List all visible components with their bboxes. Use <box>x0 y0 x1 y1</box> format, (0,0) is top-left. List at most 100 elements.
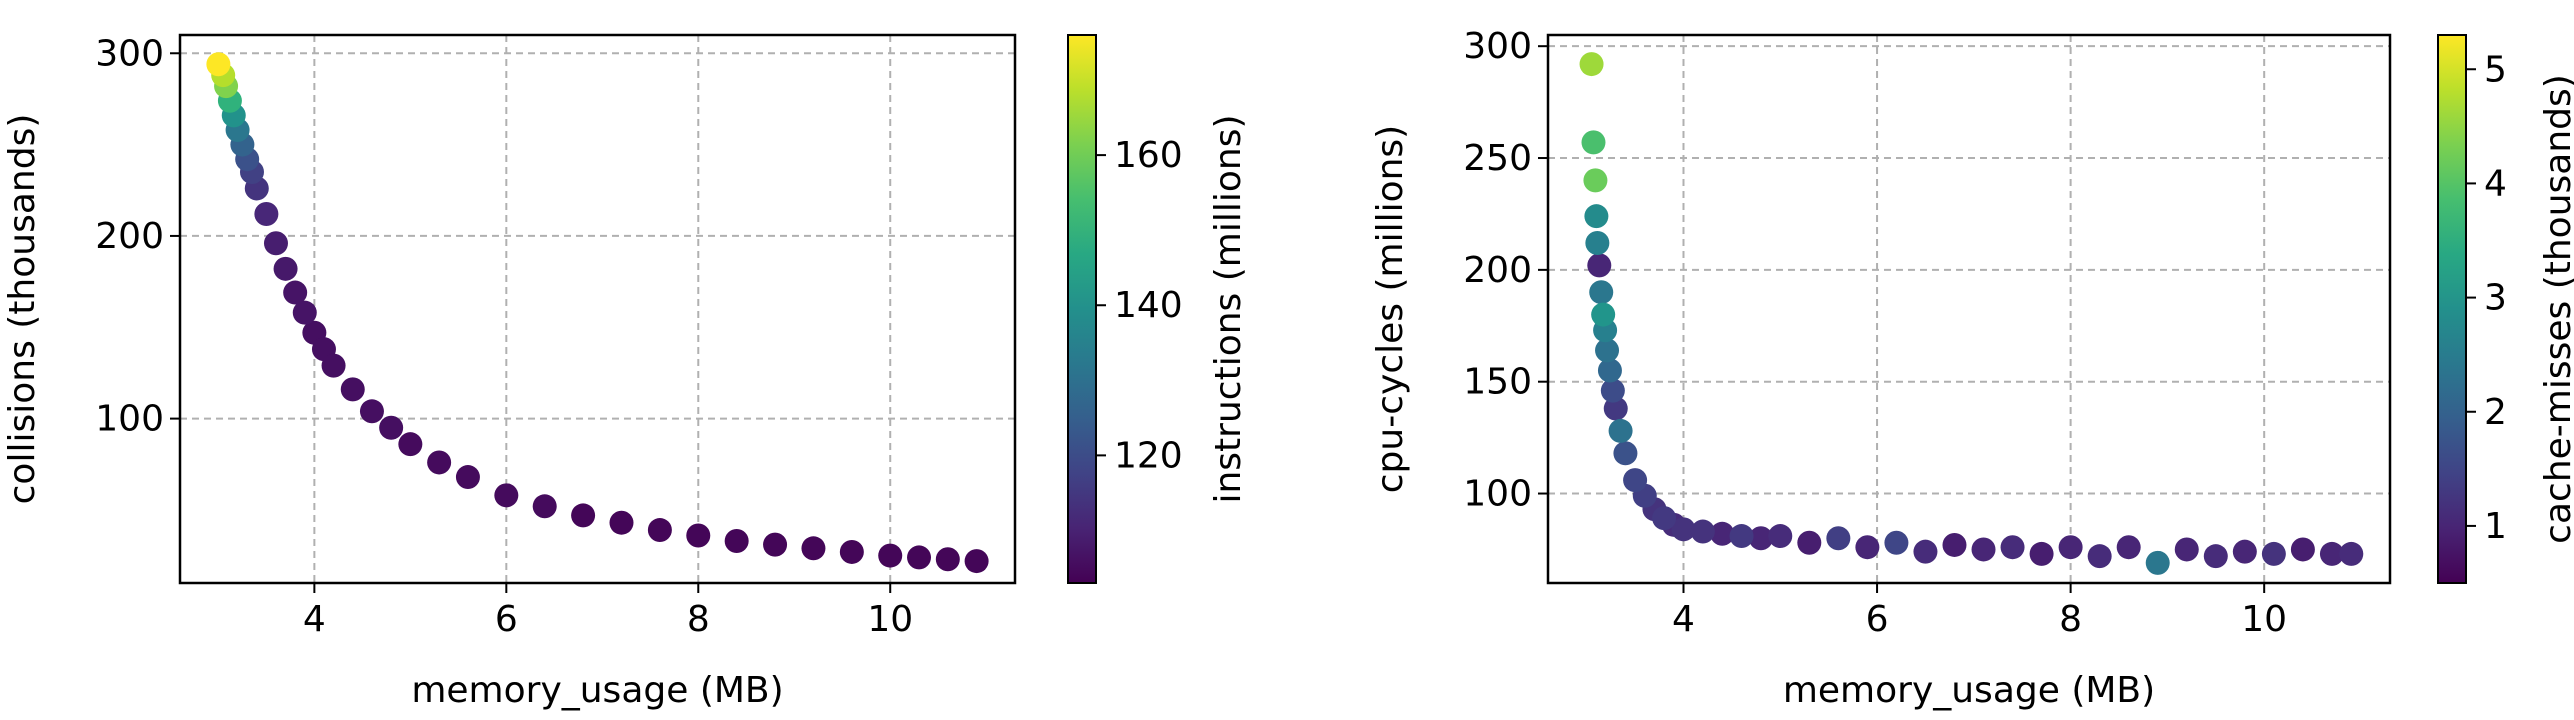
x-tick-label: 8 <box>2059 599 2082 640</box>
scatter-point <box>1942 532 1967 557</box>
colorbar-label: cache-misses (thousands) <box>2538 74 2574 544</box>
scatter-point <box>1597 358 1622 383</box>
scatter-point <box>1591 302 1616 327</box>
scatter-points <box>1579 52 2364 575</box>
scatter-point <box>1583 168 1608 193</box>
scatter-point <box>839 539 864 564</box>
scatter-point <box>263 231 288 256</box>
scatter-point <box>1595 338 1620 363</box>
colorbar-tick-label: 3 <box>2484 278 2507 319</box>
scatter-point <box>1600 378 1625 403</box>
scatter-point <box>686 523 711 548</box>
scatter-point <box>2029 541 2054 566</box>
scatter-point <box>1729 524 1754 549</box>
colorbar-tick-label: 140 <box>1114 285 1183 326</box>
plot-frame <box>1546 33 2392 585</box>
scatter-point <box>763 532 788 557</box>
scatter-point <box>283 280 308 305</box>
scatter-point <box>1613 441 1638 466</box>
grid-lines <box>1548 35 2390 583</box>
scatter-point <box>1748 526 1773 551</box>
colorbar-label: instructions (millions) <box>1208 114 1249 503</box>
scatter-point <box>1603 396 1628 421</box>
scatter-point <box>2339 541 2364 566</box>
scatter-point <box>609 510 634 535</box>
scatter-point <box>964 549 989 574</box>
scatter-point <box>398 432 423 457</box>
scatter-point <box>1584 204 1609 229</box>
scatter-point <box>1671 517 1696 542</box>
scatter-point <box>1768 524 1793 549</box>
colorbar-tick-label: 2 <box>2484 392 2507 433</box>
colorbar-tick-label: 160 <box>1114 135 1183 176</box>
y-tick-label: 150 <box>1463 362 1532 403</box>
y-tick-label: 200 <box>1463 250 1532 291</box>
scatter-point <box>801 536 826 561</box>
scatter-point <box>647 518 672 543</box>
scatter-point <box>1710 521 1735 546</box>
scatter-point <box>206 52 231 77</box>
y-tick-label: 100 <box>1463 474 1532 515</box>
scatter-point <box>254 202 279 227</box>
scatter-point <box>1608 418 1633 443</box>
colorbar-tick-label: 1 <box>2484 506 2507 547</box>
colorbar: 120 140 160 <box>1067 34 1183 584</box>
scatter-point <box>273 256 298 281</box>
x-tick-label: 10 <box>2241 599 2287 640</box>
scatter-point <box>494 483 519 508</box>
scatter-point <box>1579 52 1604 77</box>
scatter-point <box>1652 506 1677 531</box>
x-tick-label: 8 <box>687 599 710 640</box>
scatter-point <box>935 547 960 572</box>
colorbar: 1 2 3 4 5 <box>2437 34 2507 584</box>
scatter-point <box>1587 253 1612 278</box>
scatter-point <box>1884 530 1909 555</box>
scatter-point <box>2116 535 2141 560</box>
plot-frame <box>178 33 1017 585</box>
y-tick-label: 300 <box>1463 26 1532 67</box>
scatter-point <box>321 353 346 378</box>
scatter-point <box>1797 530 1822 555</box>
colorbar-gradient <box>2437 34 2467 584</box>
y-tick-label: 100 <box>95 399 164 440</box>
scatter-point <box>1690 519 1715 544</box>
scatter-points <box>206 52 989 574</box>
y-axis-ticks: 100 200 300 <box>95 33 180 440</box>
scatter-point <box>532 494 557 519</box>
x-axis-label: memory_usage (MB) <box>1783 670 2155 711</box>
scatter-point <box>1826 526 1851 551</box>
y-axis-label: cpu-cycles (millions) <box>1370 125 1411 493</box>
scatter-point <box>2087 544 2112 569</box>
scatter-point <box>2174 537 2199 562</box>
scatter-point <box>1581 130 1606 155</box>
colorbar-tick-label: 4 <box>2484 163 2507 204</box>
scatter-point <box>379 415 404 440</box>
scatter-point <box>724 528 749 553</box>
scatter-point <box>359 399 384 424</box>
y-tick-label: 200 <box>95 216 164 257</box>
scatter-point <box>907 545 932 570</box>
x-tick-label: 10 <box>867 599 913 640</box>
y-tick-label: 250 <box>1463 138 1532 179</box>
scatter-point <box>1623 468 1648 493</box>
scatter-point <box>2319 541 2344 566</box>
scatter-point <box>455 465 480 490</box>
y-axis-ticks: 100 150 200 250 300 <box>1463 26 1548 515</box>
x-tick-label: 4 <box>1672 599 1695 640</box>
scatter-point <box>427 450 452 475</box>
scatter-point <box>2145 550 2170 575</box>
scatter-point <box>1913 539 1938 564</box>
scatter-point <box>2058 535 2083 560</box>
scatter-point <box>1855 535 1880 560</box>
x-tick-label: 4 <box>303 599 326 640</box>
scatter-point <box>2203 544 2228 569</box>
scatter-point <box>1971 537 1996 562</box>
x-tick-label: 6 <box>495 599 518 640</box>
colorbar-tick-label: 5 <box>2484 49 2507 90</box>
x-tick-label: 6 <box>1866 599 1889 640</box>
x-axis-ticks: 4 6 8 10 <box>1672 583 2287 640</box>
scatter-point <box>2290 537 2315 562</box>
scatter-point <box>2232 539 2257 564</box>
